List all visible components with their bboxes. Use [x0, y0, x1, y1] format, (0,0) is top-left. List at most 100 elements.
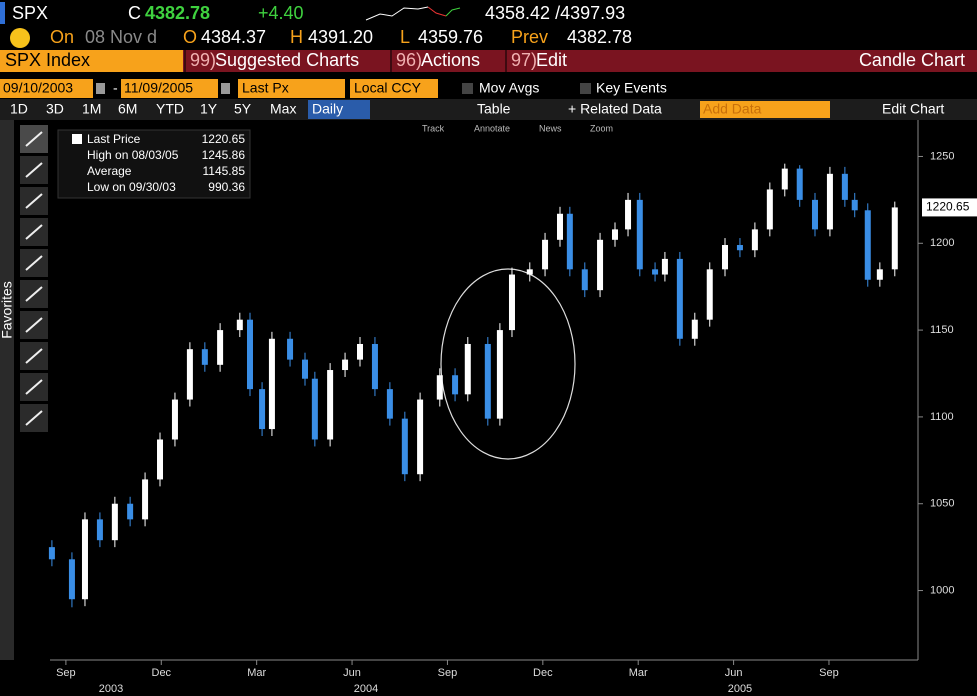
c-label: C: [128, 3, 141, 23]
alert-icon[interactable]: [10, 28, 30, 48]
sidebar: [20, 125, 48, 432]
candle-body: [464, 343, 471, 395]
candle-body: [736, 245, 743, 251]
mov-avgs[interactable]: Mov Avgs: [479, 80, 539, 96]
chart-tool[interactable]: Zoom: [590, 123, 613, 133]
period[interactable]: 1M: [82, 101, 101, 117]
chart-tool[interactable]: News: [539, 123, 562, 133]
prev: 4382.78: [567, 27, 632, 47]
currency[interactable]: Local CCY: [354, 80, 422, 96]
checkbox[interactable]: [462, 83, 473, 94]
menu-label[interactable]: Edit: [536, 50, 567, 70]
high-label: H: [290, 27, 303, 47]
tool-glyph: [25, 379, 43, 395]
dash: -: [113, 80, 118, 96]
start-date[interactable]: 09/10/2003: [3, 80, 73, 96]
checkbox[interactable]: [580, 83, 591, 94]
add-data-box[interactable]: [700, 101, 830, 118]
annotation-circle[interactable]: [440, 268, 576, 460]
candle-body: [157, 439, 164, 480]
security-box[interactable]: [0, 50, 183, 72]
calendar-icon[interactable]: [96, 83, 105, 94]
y-tick-label: 1100: [930, 411, 954, 423]
candle-body: [841, 173, 848, 200]
end-box[interactable]: [121, 79, 218, 98]
low-label: L: [400, 27, 410, 47]
legend-name: Last Price: [87, 132, 141, 146]
legend-value: 1245.86: [202, 148, 246, 162]
x-tick-label: Jun: [725, 667, 743, 679]
currency-box[interactable]: [350, 79, 438, 98]
period[interactable]: 1Y: [200, 101, 218, 117]
period[interactable]: Max: [270, 101, 296, 117]
chart-tool[interactable]: Annotate: [474, 123, 510, 133]
candle-body: [111, 503, 118, 541]
legend-swatch: [72, 134, 82, 144]
candle-body: [706, 269, 713, 320]
edit-chart[interactable]: Edit Chart: [882, 101, 944, 117]
candle-body: [526, 269, 533, 275]
bid-ask: 4358.42 /4397.93: [485, 3, 625, 23]
last-price-label: 1220.65: [926, 200, 970, 214]
chart-tool[interactable]: Track: [422, 123, 445, 133]
add-data[interactable]: Add Data: [703, 101, 762, 117]
end-date[interactable]: 11/09/2005: [124, 80, 193, 96]
candle-body: [68, 559, 75, 600]
on-label: On: [50, 27, 74, 47]
tool-glyph: [25, 286, 43, 302]
y-tick-label: 1200: [930, 237, 954, 249]
candle-body: [287, 338, 294, 360]
candle-body: [259, 389, 266, 430]
candle-body: [781, 168, 788, 190]
candle-body: [417, 399, 424, 475]
field-box[interactable]: [238, 79, 345, 98]
frequency[interactable]: Daily: [312, 101, 343, 117]
frequency-box[interactable]: [308, 100, 370, 119]
candle-body: [201, 349, 208, 365]
tool-glyph: [25, 193, 43, 209]
menu-label[interactable]: Suggested Charts: [215, 50, 359, 70]
sparkline: [427, 6, 447, 17]
year-label: 2003: [99, 683, 123, 695]
related-data[interactable]: + Related Data: [568, 101, 662, 117]
x-tick-label: Dec: [533, 667, 553, 679]
legend-value: 1220.65: [202, 132, 246, 146]
menu-label[interactable]: Actions: [421, 50, 480, 70]
menu-number[interactable]: 96): [396, 50, 422, 70]
date: 08 Nov d: [85, 27, 157, 47]
candle-body: [691, 319, 698, 339]
security[interactable]: SPX Index: [5, 50, 90, 70]
candle-body: [766, 189, 773, 230]
candle-body: [127, 503, 134, 520]
candle-body: [327, 370, 334, 440]
tool-glyph: [25, 224, 43, 240]
period[interactable]: YTD: [156, 101, 184, 117]
candle-body: [597, 239, 604, 291]
candle-body: [371, 343, 378, 390]
x-tick-label: Jun: [343, 667, 361, 679]
x-tick-label: Sep: [438, 667, 458, 679]
menu-bar: [0, 50, 977, 72]
tool-glyph: [25, 162, 43, 178]
table[interactable]: Table: [477, 101, 511, 117]
period[interactable]: 6M: [118, 101, 137, 117]
field[interactable]: Last Px: [242, 80, 289, 96]
open: 4384.37: [201, 27, 266, 47]
candle-body: [386, 389, 393, 419]
candle-body: [484, 343, 491, 419]
candle-body: [81, 519, 88, 600]
period[interactable]: 1D: [10, 101, 28, 117]
x-tick-label: Dec: [152, 667, 172, 679]
favorites-bar: [0, 120, 14, 660]
year-label: 2005: [728, 683, 752, 695]
candle-body: [581, 269, 588, 291]
period[interactable]: 5Y: [234, 101, 252, 117]
start-box[interactable]: [0, 79, 93, 98]
favorites[interactable]: Favorites: [0, 281, 15, 339]
change: +4.40: [258, 3, 304, 23]
key-events[interactable]: Key Events: [596, 80, 667, 96]
menu-number[interactable]: 97): [511, 50, 537, 70]
period[interactable]: 3D: [46, 101, 64, 117]
calendar-icon[interactable]: [221, 83, 230, 94]
menu-number[interactable]: 99): [190, 50, 216, 70]
